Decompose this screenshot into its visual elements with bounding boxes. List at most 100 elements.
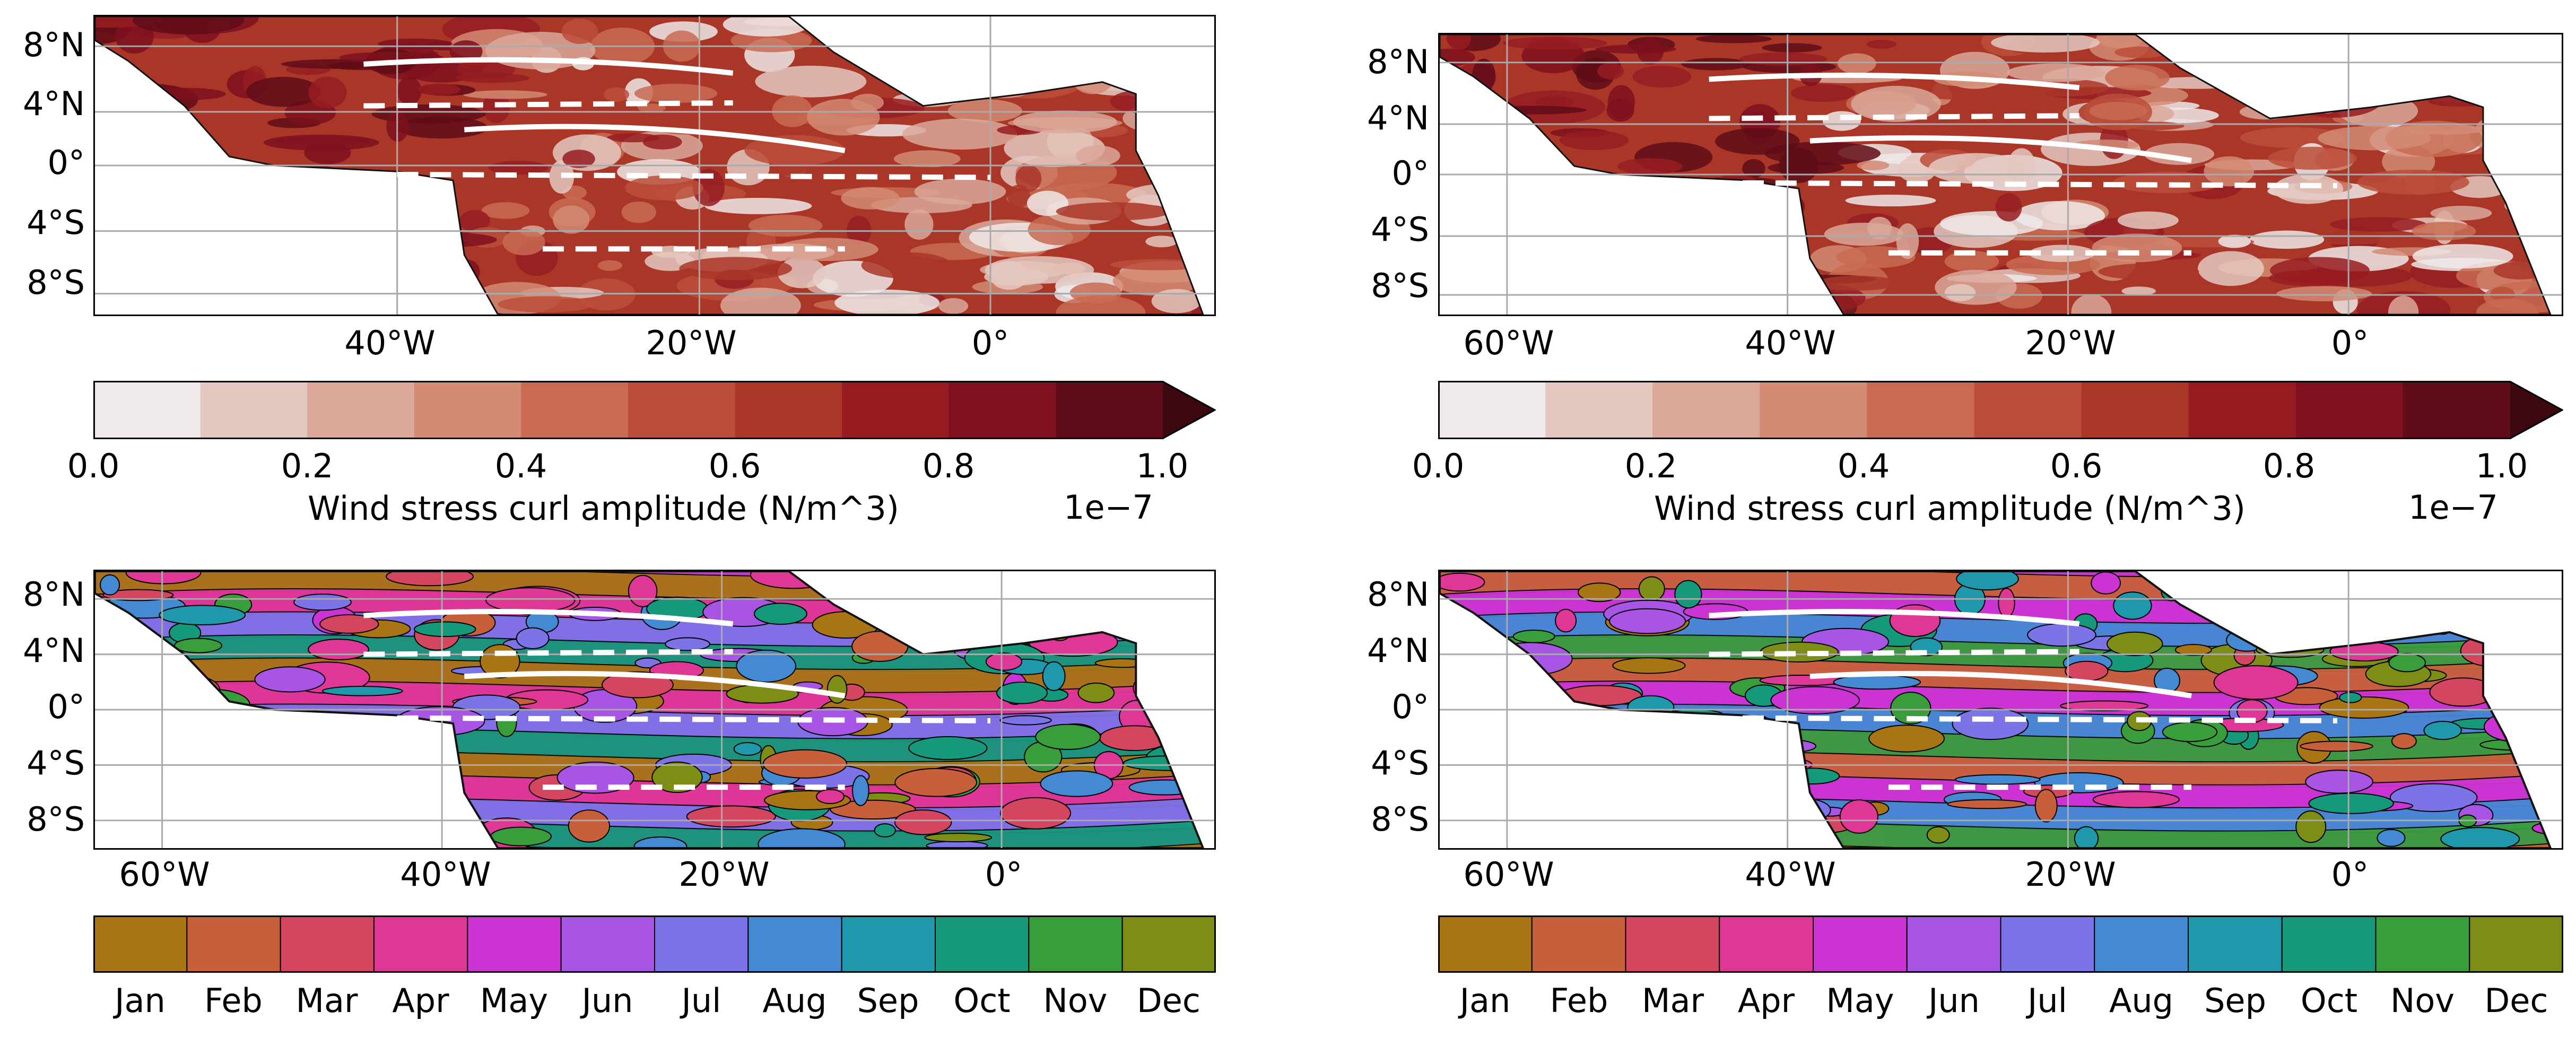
phase-patch: [753, 603, 807, 625]
amplitude-patch: [417, 83, 461, 95]
month-label: Aug: [762, 981, 827, 1020]
colorbar-label: Wind stress curl amplitude (N/m^3): [308, 489, 899, 528]
phase-patch: [2440, 827, 2520, 848]
colorbar-bin: [1121, 915, 1216, 973]
phase-patch: [1040, 770, 1113, 797]
phase-patch: [1077, 682, 1115, 703]
amplitude-patch: [904, 209, 934, 240]
lat-label: 4°N: [23, 84, 85, 123]
phase-patch: [102, 589, 174, 601]
phase-colorbar-left: [93, 915, 1216, 973]
lon-label: 0°: [971, 324, 1009, 362]
phase-map-left: [93, 570, 1216, 850]
amplitude-patch: [502, 229, 545, 256]
phase-patch: [1890, 692, 1931, 725]
dashed-track-line: [363, 100, 733, 109]
lat-label: 4°S: [1371, 744, 1429, 782]
month-label: Feb: [1550, 981, 1608, 1020]
amplitude-patch: [2249, 230, 2325, 249]
amplitude-patch: [1076, 145, 1120, 166]
lat-label: 0°: [47, 143, 85, 182]
amplitude-patch: [2144, 143, 2215, 165]
phase-patch: [125, 571, 202, 585]
phase-patch: [826, 675, 848, 704]
amplitude-patch: [1928, 153, 2025, 184]
solid-track-line: [363, 57, 734, 76]
colorbar-tick: 0.4: [1837, 447, 1890, 485]
amplitude-patch: [1447, 34, 1471, 50]
colorbar-bin: [654, 915, 749, 973]
lat-label: 0°: [1391, 154, 1429, 193]
amplitude-patch: [1837, 53, 1876, 74]
amplitude-patch: [1617, 158, 1683, 175]
amplitude-patch: [397, 77, 422, 105]
phase-patch: [894, 809, 952, 835]
amplitude-patch: [263, 134, 379, 151]
amplitude-patch: [2273, 174, 2344, 204]
amplitude-patch: [1742, 159, 1765, 178]
amplitude-patch: [2490, 286, 2515, 301]
month-label: Oct: [953, 981, 1011, 1020]
lon-label: 20°W: [646, 324, 737, 362]
phase-patch: [815, 789, 845, 804]
amplitude-patch: [748, 214, 823, 237]
solid-track-line: [1709, 608, 2080, 627]
amplitude-patch: [1845, 194, 1936, 207]
colorbar-tick: 0.4: [494, 447, 547, 485]
solid-track-line: [464, 124, 846, 153]
solid-track-line: [464, 670, 846, 699]
phase-patch: [1952, 708, 2029, 740]
lon-label: 20°W: [678, 855, 770, 894]
phase-patch: [762, 749, 848, 779]
amplitude-patch: [1940, 211, 2043, 236]
dashed-track-line: [1743, 715, 2338, 723]
colorbar-bin: [841, 915, 936, 973]
amplitude-patch: [2113, 171, 2223, 194]
colorbar-outline: [1438, 915, 2563, 973]
amplitude-patch: [562, 150, 595, 168]
phase-patch: [2305, 770, 2373, 794]
phase-patch: [319, 614, 379, 634]
colorbar-outline: [93, 915, 1216, 973]
solid-track-line: [363, 608, 734, 627]
amplitude-patch: [1857, 160, 1890, 171]
amplitude-patch: [1715, 128, 1800, 155]
phase-patch: [1674, 580, 1702, 609]
amplitude-patch: [1824, 222, 1904, 246]
phase-patch: [568, 809, 611, 843]
lon-label: 40°W: [400, 855, 491, 894]
colorbar-bin: [747, 915, 842, 973]
phase-patch: [2300, 740, 2373, 752]
phase-patch: [908, 736, 988, 760]
amplitude-patch: [2204, 156, 2255, 187]
amplitude-patch: [1681, 58, 1750, 71]
amplitude-patch: [1822, 111, 1861, 131]
phase-patch: [874, 823, 896, 838]
phase-patch: [173, 638, 222, 653]
amplitude-patch: [1896, 223, 1919, 259]
month-label: Apr: [392, 981, 449, 1020]
colorbar-bin: [2000, 915, 2095, 973]
phase-field-left: [95, 571, 1214, 848]
phase-patch: [1947, 799, 2027, 809]
amplitude-patch: [1790, 84, 1856, 102]
amplitude-patch: [861, 252, 952, 279]
amplitude-patch: [1597, 62, 1624, 80]
month-label: Jul: [2027, 981, 2067, 1020]
phase-patch: [2388, 653, 2426, 673]
map-gridlines: [1440, 571, 2562, 848]
phase-patch: [985, 652, 1023, 671]
amplitude-patch: [1151, 289, 1202, 313]
amplitude-patch: [2198, 251, 2264, 286]
month-label: Sep: [857, 981, 919, 1020]
amplitude-patch: [2412, 222, 2476, 241]
amplitude-patch: [2114, 46, 2167, 58]
amplitude-colorbar-graphic: [1437, 381, 2564, 439]
phase-colorbar-right: [1438, 915, 2564, 973]
colorbar-outline: [93, 381, 1217, 439]
amplitude-patch: [893, 150, 961, 168]
phase-patch: [490, 826, 552, 847]
phase-patch: [852, 775, 869, 806]
colorbar-bin: [2188, 381, 2296, 439]
colorbar-tick: 0.8: [922, 447, 975, 485]
